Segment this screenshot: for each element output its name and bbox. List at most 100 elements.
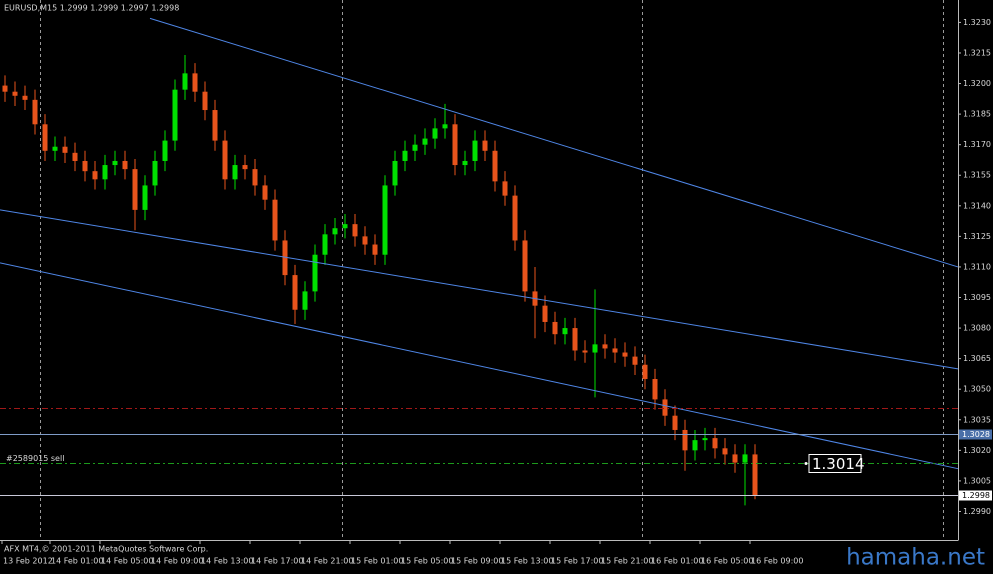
price-tag: 1.2998	[962, 491, 990, 500]
y-tick-label: 1.3230	[963, 18, 991, 27]
candle-body	[262, 185, 268, 200]
y-tick-label: 1.3020	[963, 446, 991, 455]
y-tick-label: 1.2990	[963, 507, 991, 516]
x-tick-label: 15 Feb 21:00	[601, 557, 653, 566]
candle-body	[742, 454, 748, 463]
trend-line	[0, 209, 959, 370]
candle-body	[322, 234, 328, 255]
watermark: hamaha.net	[846, 545, 985, 571]
x-tick-label: 16 Feb 09:00	[751, 557, 803, 566]
price-label-box	[808, 454, 862, 473]
y-tick-label: 1.3050	[963, 385, 991, 394]
candle-body	[92, 171, 98, 180]
candle-body	[142, 185, 148, 210]
x-tick-label: 15 Feb 09:00	[451, 557, 503, 566]
y-tick-label: 1.3185	[963, 110, 991, 119]
x-tick-label: 13 Feb 2012	[3, 557, 53, 566]
candle-body	[402, 150, 408, 161]
candle-body	[362, 236, 368, 245]
candle-body	[442, 124, 448, 129]
y-tick-label: 1.3035	[963, 415, 991, 424]
x-tick-label: 14 Feb 01:00	[51, 557, 103, 566]
candle-body	[692, 440, 698, 451]
x-tick-label: 14 Feb 21:00	[301, 557, 353, 566]
candle-body	[572, 328, 578, 351]
x-tick-label: 16 Feb 05:00	[701, 557, 753, 566]
y-tick-label: 1.3005	[963, 476, 991, 485]
y-tick-label: 1.3215	[963, 48, 991, 57]
candle-body	[732, 454, 738, 463]
candle-body	[252, 169, 258, 186]
price-tag: 1.3028	[962, 430, 990, 439]
candle-body	[432, 128, 438, 139]
candle-body	[462, 160, 468, 166]
candle-body	[122, 160, 128, 170]
x-tick-label: 14 Feb 05:00	[101, 557, 153, 566]
candle-body	[612, 348, 618, 353]
candle-body	[312, 254, 318, 292]
candle-body	[22, 95, 28, 100]
candle-body	[192, 73, 198, 92]
candle-body	[212, 110, 218, 141]
candle-body	[352, 224, 358, 237]
period-separators	[40, 0, 944, 540]
candle-body	[102, 165, 108, 180]
candle-body	[372, 244, 378, 255]
candle-body	[502, 181, 508, 196]
candle-body	[332, 228, 338, 235]
candle-body	[292, 275, 298, 310]
candle-body	[652, 379, 658, 400]
candle-body	[282, 240, 288, 276]
candle-body	[512, 195, 518, 241]
candle-body	[412, 144, 418, 151]
candle-body	[452, 124, 458, 166]
y-tick-label: 1.3125	[963, 232, 991, 241]
y-tick-label: 1.3110	[963, 262, 991, 271]
price-label-dot	[804, 462, 808, 465]
candle-body	[522, 240, 528, 292]
x-tick-label: 14 Feb 17:00	[251, 557, 303, 566]
candle-body	[712, 438, 718, 449]
candle-body	[342, 224, 348, 229]
price-label: 1.3014	[812, 455, 865, 473]
candle-body	[62, 146, 68, 153]
x-tick-label: 15 Feb 13:00	[501, 557, 553, 566]
candle-body	[602, 344, 608, 349]
chart-title: EURUSD,M15 1.2999 1.2999 1.2997 1.2998	[4, 4, 179, 13]
y-tick-label: 1.3095	[963, 293, 991, 302]
candle-body	[42, 124, 48, 151]
candle-body	[392, 160, 398, 186]
candle-body	[82, 160, 88, 172]
x-tick-label: 15 Feb 05:00	[401, 557, 453, 566]
candle-body	[642, 364, 648, 380]
candle-body	[552, 321, 558, 335]
candle-body	[632, 356, 638, 365]
candle-body	[32, 99, 38, 125]
x-tick-label: 15 Feb 01:00	[351, 557, 403, 566]
candle-body	[202, 91, 208, 111]
candle-body	[562, 328, 568, 335]
candle-body	[242, 165, 248, 170]
candle-body	[662, 399, 668, 416]
level-text: #2589015 sell	[6, 454, 64, 463]
y-tick-label: 1.3140	[963, 201, 991, 210]
y-tick-label: 1.3170	[963, 140, 991, 149]
candle-body	[172, 89, 178, 141]
price-tag-bg	[959, 429, 992, 440]
candle-body	[72, 152, 78, 161]
candle-body	[722, 448, 728, 455]
x-tick-label: 14 Feb 09:00	[151, 557, 203, 566]
y-tick-label: 1.3080	[963, 324, 991, 333]
candle-body	[152, 160, 158, 186]
candle-body	[232, 165, 238, 180]
candle-body	[422, 138, 428, 145]
y-tick-label: 1.3200	[963, 79, 991, 88]
candle-body	[752, 454, 758, 496]
candle-body	[272, 199, 278, 241]
candle-body	[592, 344, 598, 353]
candle-body	[702, 438, 708, 441]
candle-body	[482, 140, 488, 151]
x-tick-label: 14 Feb 13:00	[201, 557, 253, 566]
